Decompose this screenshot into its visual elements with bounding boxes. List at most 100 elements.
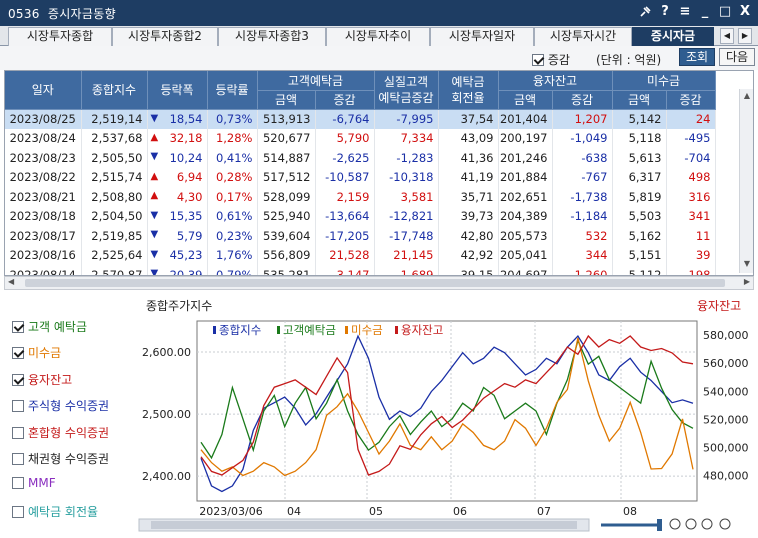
cell-unpaid-change: 498	[666, 167, 716, 187]
increase-checkbox[interactable]	[532, 54, 544, 66]
table-row[interactable]: 2023/08/22 2,515,74 ▲ 6,94 0,28% 517,512 -10,5…	[5, 167, 716, 187]
scroll-thumb[interactable]	[25, 279, 725, 287]
cell-real-deposit-change-value: -1,283	[396, 150, 434, 165]
menu-icon[interactable]: ≡	[679, 4, 691, 19]
scroll-up-icon[interactable]: ▲	[743, 91, 751, 100]
cell-deposit-amount: 517,512	[257, 167, 316, 187]
table-row[interactable]: 2023/08/25 2,519,14 ▼ 18,54 0,73% 513,913 -6,7…	[5, 109, 716, 129]
increase-option[interactable]: 증감	[532, 51, 570, 68]
col-unpaid-amount[interactable]: 금액	[612, 90, 667, 110]
cell-real-deposit-change-value: -7,995	[396, 112, 434, 126]
series-option[interactable]: MMF	[12, 476, 132, 502]
left-tick-label: 2,600.00	[142, 346, 191, 359]
cell-loan-change-value: 532	[585, 228, 608, 243]
col-index[interactable]: 종합지수	[81, 71, 148, 110]
scroll-left-icon[interactable]: ◀	[8, 277, 15, 286]
col-loan-change[interactable]: 증감	[552, 90, 613, 110]
cell-turnover-value: 41,36	[460, 150, 494, 165]
cell-deposit-change-value: -6,764	[332, 112, 370, 126]
table-row[interactable]: 2023/08/16 2,525,64 ▼ 45,23 1,76% 556,809 21,5…	[5, 245, 716, 265]
table-row[interactable]: 2023/08/23 2,505,50 ▼ 10,24 0,41% 514,887 -2,6…	[5, 148, 716, 168]
series-checkbox[interactable]	[12, 400, 24, 413]
tab-market-trend[interactable]: 시장투자추이	[326, 27, 430, 46]
tab-market-funds[interactable]: 증시자금	[632, 27, 714, 46]
tab-scroll-right-icon[interactable]: ▶	[738, 28, 752, 44]
series-checkbox[interactable]	[12, 452, 24, 465]
series-option[interactable]: 주식형 수익증권	[12, 397, 132, 423]
series-option[interactable]: 고객 예탁금	[12, 318, 132, 344]
series-option[interactable]: 예탁금 회전율	[12, 503, 132, 529]
col-date[interactable]: 일자	[5, 71, 82, 110]
horizontal-scrollbar[interactable]: ◀ ▶	[4, 276, 754, 290]
close-icon[interactable]: X	[739, 4, 751, 19]
table-row[interactable]: 2023/08/14 2,570,87 ▼ 20,39 0,79% 535,281 3,14…	[5, 265, 716, 275]
tab-market-daily[interactable]: 시장투자일자	[430, 27, 534, 46]
series-option[interactable]: 미수금	[12, 344, 132, 370]
col-deposit[interactable]: 고객예탁금	[257, 71, 375, 91]
cell-change: ▼ 15,35	[147, 206, 208, 226]
col-unpaid-change[interactable]: 증감	[666, 90, 716, 110]
table-row[interactable]: 2023/08/18 2,504,50 ▼ 15,35 0,61% 525,940 -13,…	[5, 206, 716, 226]
cell-date: 2023/08/17	[5, 226, 82, 246]
next-button[interactable]: 다음	[719, 48, 755, 66]
help-icon[interactable]: ?	[661, 4, 669, 19]
series-option[interactable]: 융자잔고	[12, 371, 132, 397]
maximize-icon[interactable]: □	[718, 4, 732, 19]
cell-real-deposit-change-value: 7,334	[400, 131, 434, 146]
series-checkbox[interactable]	[12, 505, 24, 518]
table-row[interactable]: 2023/08/24 2,537,68 ▲ 32,18 1,28% 520,677 5,79…	[5, 128, 716, 148]
cell-date-value: 2023/08/23	[9, 150, 76, 165]
cell-deposit-change: -13,664	[315, 206, 375, 226]
series-checkbox[interactable]	[12, 477, 24, 490]
series-checkbox[interactable]	[12, 347, 24, 360]
pin-icon[interactable]	[636, 3, 654, 21]
series-option[interactable]: 혼합형 수익증권	[12, 424, 132, 450]
funds-table: 일자 종합지수 등락폭 등락률 고객예탁금 실질고객 예탁금증감 예탁금 회전율…	[4, 70, 754, 276]
tab-market-summary-3[interactable]: 시장투자종합3	[218, 27, 326, 46]
series-option[interactable]: 채권형 수익증권	[12, 450, 132, 476]
cell-change: ▼ 20,39	[147, 265, 208, 275]
minimize-icon[interactable]: _	[701, 4, 709, 19]
col-loan-balance[interactable]: 융자잔고	[498, 71, 613, 91]
vertical-scrollbar[interactable]: ▲ ▼	[739, 89, 753, 273]
cell-date-value: 2023/08/17	[9, 228, 76, 243]
cell-loan-change: -1,049	[552, 128, 613, 148]
col-real-deposit-change[interactable]: 실질고객 예탁금증감	[374, 71, 439, 110]
left-tick-label: 2,500.00	[142, 408, 191, 421]
col-deposit-change[interactable]: 증감	[315, 90, 375, 110]
col-rate[interactable]: 등락률	[207, 71, 258, 110]
col-unpaid[interactable]: 미수금	[612, 71, 716, 91]
col-loan-amount[interactable]: 금액	[498, 90, 553, 110]
cell-date: 2023/08/18	[5, 206, 82, 226]
table-row[interactable]: 2023/08/17 2,519,85 ▼ 5,79 0,23% 539,604 -17,2…	[5, 226, 716, 246]
series-label: 고객 예탁금	[28, 320, 88, 334]
cell-deposit-amount-value: 520,677	[262, 131, 311, 146]
query-button[interactable]: 조회	[679, 48, 715, 66]
cell-unpaid-amount: 5,503	[612, 206, 667, 226]
cell-unpaid-amount-value: 6,317	[628, 170, 662, 185]
tab-scroll-left-icon[interactable]: ◀	[720, 28, 734, 44]
cell-real-deposit-change-value: -10,318	[389, 170, 434, 185]
table-body: 2023/08/25 2,519,14 ▼ 18,54 0,73% 513,913 -6,7…	[5, 109, 716, 275]
cell-unpaid-amount: 5,162	[612, 226, 667, 246]
cell-change: ▼ 5,79	[147, 226, 208, 246]
screen-title: 증시자금동향	[47, 7, 116, 21]
cell-rate-value: 0,28%	[215, 170, 253, 185]
cell-index: 2,504,50	[81, 206, 148, 226]
col-deposit-amount[interactable]: 금액	[257, 90, 316, 110]
col-change[interactable]: 등락폭	[147, 71, 208, 110]
tab-market-summary[interactable]: 시장투자종합	[8, 27, 112, 46]
col-turnover[interactable]: 예탁금 회전율	[438, 71, 499, 110]
scroll-down-icon[interactable]: ▼	[743, 259, 751, 268]
tab-market-summary-2[interactable]: 시장투자종합2	[112, 27, 218, 46]
cell-index: 2,537,68	[81, 128, 148, 148]
table-row[interactable]: 2023/08/21 2,508,80 ▲ 4,30 0,17% 528,099 2,159…	[5, 187, 716, 207]
tab-market-hourly[interactable]: 시장투자시간	[534, 27, 632, 46]
series-checkbox[interactable]	[12, 426, 24, 439]
legend-swatch	[395, 326, 398, 334]
cell-deposit-change-value: 2,159	[336, 189, 370, 204]
series-checkbox[interactable]	[12, 373, 24, 386]
scroll-right-icon[interactable]: ▶	[743, 277, 750, 286]
series-checkbox[interactable]	[12, 321, 24, 333]
